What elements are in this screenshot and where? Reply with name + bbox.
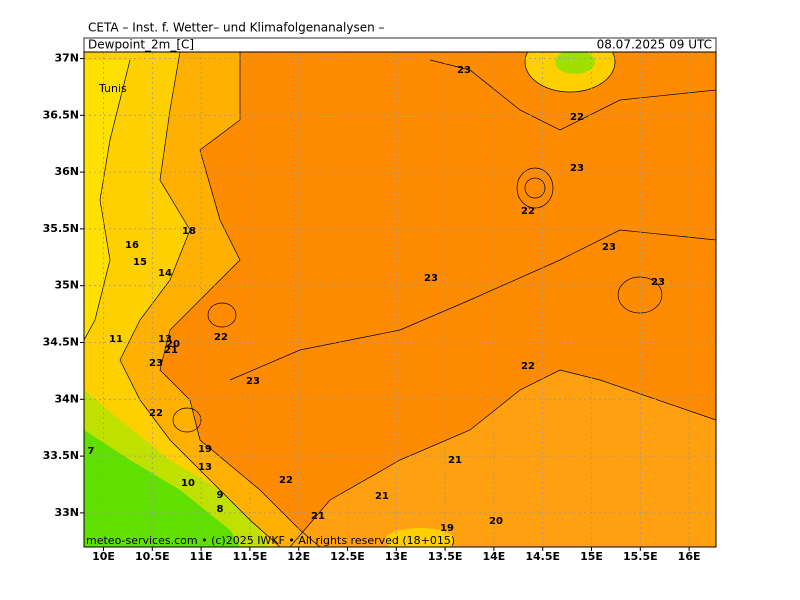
- place-label: Tunis: [98, 82, 127, 95]
- contour-label: 22: [214, 332, 228, 343]
- contour-label: 23: [424, 273, 438, 284]
- lon-label: 14.5E: [525, 550, 560, 563]
- isoline: [429, 59, 716, 131]
- contour-label: 14: [158, 268, 172, 279]
- contour-label: 11: [109, 334, 123, 345]
- lon-label: 15E: [580, 550, 603, 563]
- lon-label: 15.5E: [623, 550, 658, 563]
- lat-label: 37N: [54, 52, 79, 65]
- lon-label: 11E: [190, 550, 213, 563]
- contour-label: 13: [158, 334, 172, 345]
- field-name: Dewpoint_2m_[C]: [88, 38, 194, 52]
- graticule: [84, 52, 716, 547]
- contour-label: 20: [489, 516, 503, 527]
- contour-label: 22: [279, 475, 293, 486]
- contour-label: 21: [164, 345, 178, 356]
- contour-label: 23: [149, 358, 163, 369]
- contour-label: 23: [457, 65, 471, 76]
- lon-label: 12.5E: [330, 550, 365, 563]
- contour-label: 8: [217, 504, 224, 515]
- lon-label: 10.5E: [135, 550, 170, 563]
- lon-label: 10E: [92, 550, 115, 563]
- contour-label: 7: [88, 446, 95, 457]
- contour-label: 22: [521, 361, 535, 372]
- isoline: [84, 59, 131, 341]
- contour-label: 22: [149, 408, 163, 419]
- isoline: [229, 229, 716, 381]
- contour-label: 20: [166, 339, 180, 350]
- isoline: [516, 167, 554, 209]
- lat-label: 33.5N: [43, 449, 79, 462]
- lat-label: 34N: [54, 392, 79, 405]
- contour-label: 9: [217, 490, 224, 501]
- institute-title: CETA – Inst. f. Wetter– und Klimafolgena…: [88, 21, 385, 35]
- field-coast: [385, 528, 455, 547]
- contour-label: 23: [246, 376, 260, 387]
- axis-labels: 10E 10.5E 11E 11.5E 12E 12.5E 13E 13.5E 14E 14.5E…: [43, 52, 701, 564]
- lat-label: 34.5N: [43, 336, 79, 349]
- isoline: [524, 177, 546, 199]
- lon-label: 14E: [482, 550, 505, 563]
- contour-label: 23: [602, 242, 616, 253]
- contour-label: 21: [311, 511, 325, 522]
- field-malta-core: [555, 52, 595, 74]
- isoline: [119, 52, 281, 547]
- lon-label: 12E: [287, 550, 310, 563]
- contour-label: 21: [448, 455, 462, 466]
- contour-label: 23: [570, 163, 584, 174]
- footer: meteo-services.com • (c)2025 IWKF • All …: [86, 534, 455, 547]
- lat-label: 35.5N: [43, 222, 79, 235]
- contour-label: 23: [651, 277, 665, 288]
- contour-label: 13: [198, 462, 212, 473]
- lon-label: 13.5E: [428, 550, 463, 563]
- isoline: [159, 52, 321, 547]
- lat-label: 33N: [54, 506, 79, 519]
- contour-label: 16: [125, 240, 139, 251]
- field-tunis: [84, 60, 130, 340]
- isoline: [289, 369, 716, 547]
- lat-label: 36.5N: [43, 108, 79, 121]
- isoline: [207, 302, 237, 328]
- lon-label: 13E: [385, 550, 408, 563]
- lon-label: 11.5E: [233, 550, 268, 563]
- lat-label: 36N: [54, 165, 79, 178]
- map-frame: [83, 51, 717, 548]
- isoline: [524, 52, 616, 93]
- valid-time: 08.07.2025 09 UTC: [597, 38, 712, 52]
- contour-label: 19: [198, 444, 212, 455]
- lat-label: 35N: [54, 279, 79, 292]
- isoline: [172, 407, 202, 433]
- contour-label: 21: [375, 491, 389, 502]
- contour-label: 19: [440, 523, 454, 534]
- lon-label: 16E: [678, 550, 701, 563]
- contour-label: 18: [182, 226, 196, 237]
- contour-label: 22: [570, 112, 584, 123]
- contour-label: 22: [521, 206, 535, 217]
- contour-label: 10: [181, 478, 195, 489]
- field-west-2: [84, 52, 280, 547]
- contour-label: 15: [133, 257, 147, 268]
